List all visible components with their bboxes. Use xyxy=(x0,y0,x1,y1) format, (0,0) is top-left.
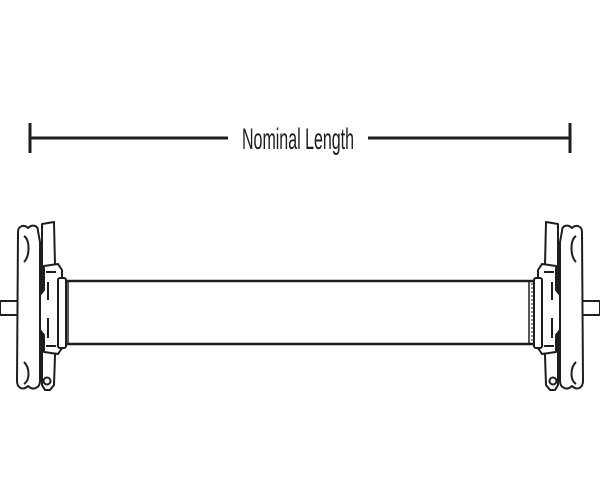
right-bracket-inner-curve xyxy=(570,235,577,385)
left-mount-hole xyxy=(42,376,52,386)
left-idler xyxy=(39,263,63,355)
right-mount-hole xyxy=(548,376,558,386)
left-bracket-inner-curve xyxy=(23,235,30,385)
right-end-bracket xyxy=(533,221,600,391)
right-idler-detail xyxy=(544,271,554,347)
right-end-cap xyxy=(533,277,543,349)
roller-tube xyxy=(64,279,536,346)
dimension-line xyxy=(28,123,572,153)
right-idler xyxy=(537,263,561,355)
left-idler-detail xyxy=(46,271,56,347)
dimension-label: Nominal Length xyxy=(242,123,354,156)
left-end-cap xyxy=(57,277,67,349)
left-end-bracket xyxy=(0,221,67,391)
